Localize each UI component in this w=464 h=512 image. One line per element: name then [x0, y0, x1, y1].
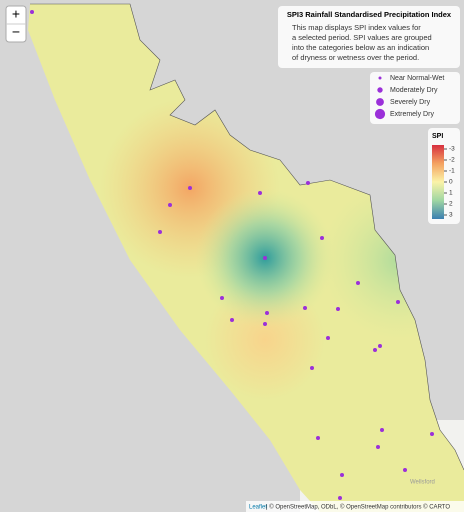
colorbar-tick-label: 3 — [449, 212, 453, 219]
legend-marker — [378, 76, 382, 80]
colorbar-tick-label: -3 — [449, 146, 455, 153]
info-title: SPI3 Rainfall Standardised Precipitation… — [287, 10, 452, 19]
station — [263, 256, 267, 260]
station — [320, 236, 324, 240]
info-line: This map displays SPI index values for — [292, 23, 421, 32]
coastline — [30, 3, 464, 471]
info-line: of dryness or wetness over the period. — [292, 53, 419, 62]
station — [316, 436, 320, 440]
legend-marker — [374, 108, 386, 120]
legend-label: Moderately Dry — [390, 87, 438, 94]
colorbar — [432, 145, 444, 219]
attribution-link[interactable]: Leaflet — [249, 505, 267, 511]
station — [430, 432, 434, 436]
station — [258, 191, 262, 195]
station — [356, 281, 360, 285]
stations — [30, 10, 434, 500]
station — [158, 230, 162, 234]
station — [376, 445, 380, 449]
colorbar-tick-label: 2 — [449, 201, 453, 208]
attribution — [246, 501, 464, 512]
info-line: a selected period. SPI values are groupe… — [292, 33, 432, 42]
station — [378, 344, 382, 348]
place-label: Wellsford — [410, 480, 435, 486]
station — [303, 306, 307, 310]
legend-label: Extremely Dry — [390, 111, 434, 118]
station — [373, 348, 377, 352]
legend-marker — [376, 98, 384, 106]
station — [403, 468, 407, 472]
station — [265, 311, 269, 315]
station — [340, 473, 344, 477]
info-line: into the categories below as an indicati… — [292, 43, 429, 52]
legend-label: Near Normal-Wet — [390, 75, 444, 82]
colorbar-title: SPI — [432, 133, 443, 140]
station — [30, 10, 34, 14]
colorbar-tick-label: 0 — [449, 179, 453, 186]
station — [338, 496, 342, 500]
station — [230, 318, 234, 322]
colorbar-tick-label: 1 — [449, 190, 453, 197]
station — [336, 307, 340, 311]
station — [188, 186, 192, 190]
info-box — [278, 6, 460, 68]
station — [326, 336, 330, 340]
zoom-out[interactable]: − — [12, 24, 20, 40]
legend-items: Near Normal-Wet Moderately Dry Severely Dr… — [374, 75, 444, 120]
station — [263, 322, 267, 326]
station — [220, 296, 224, 300]
legend — [370, 72, 460, 124]
station — [168, 203, 172, 207]
colorbar-tick-label: -1 — [449, 168, 455, 175]
legend-marker — [377, 87, 383, 93]
legend-label: Severely Dry — [390, 99, 431, 106]
station — [310, 366, 314, 370]
station — [306, 181, 310, 185]
colorbar-tick-label: -2 — [449, 157, 455, 164]
zoom-in[interactable]: + — [12, 6, 20, 22]
station — [396, 300, 400, 304]
colorbar-ticks: -3 -2 -1 0 1 2 3 — [444, 146, 455, 219]
attribution-text: | © OpenStreetMap, ODbL, © OpenStreetMap… — [266, 504, 450, 511]
station — [380, 428, 384, 432]
